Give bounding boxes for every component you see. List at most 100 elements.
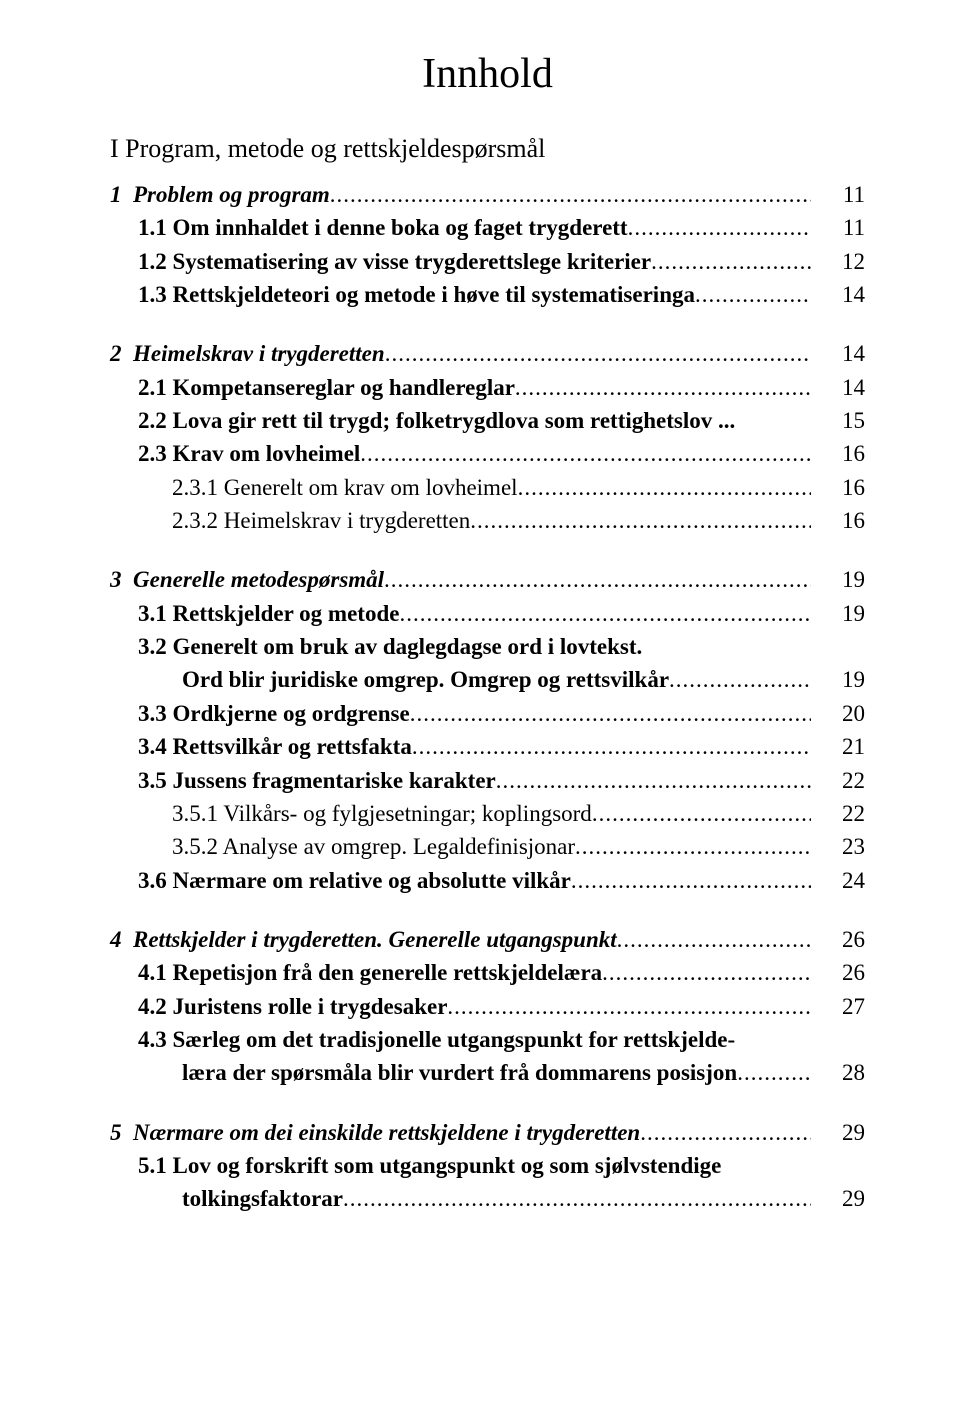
toc-page-number: 27 [811, 990, 865, 1023]
toc-entry: 3.3 Ordkjerne og ordgrense .............… [110, 697, 865, 730]
toc-page-number: 16 [811, 471, 865, 504]
toc-page-number: 22 [811, 797, 865, 830]
toc-entry: tolkingsfaktorar .......................… [110, 1182, 865, 1215]
part-heading: I Program, metode og rettskjeldespørsmål [110, 134, 865, 164]
toc-leaders: ........................................… [496, 764, 811, 797]
toc-leaders: ........................................… [470, 504, 811, 537]
toc-leaders: ........................................… [385, 337, 811, 370]
toc-entry: 2.3 Krav om lovheimel ..................… [110, 437, 865, 470]
toc-page-number: 19 [811, 563, 865, 596]
toc-entry-label: 1.2 Systematisering av visse trygderetts… [138, 245, 651, 278]
toc-entry: 2.2 Lova gir rett til trygd; folketrygdl… [110, 404, 865, 437]
toc-entry-label: tolkingsfaktorar [182, 1182, 343, 1215]
toc-entry-label: 3.1 Rettskjelder og metode [138, 597, 399, 630]
toc-page-number: 15 [811, 404, 865, 437]
toc-entry: 3.5.1 Vilkårs- og fylgjesetningar; kopli… [110, 797, 865, 830]
toc-leaders: ........................................… [571, 864, 811, 897]
toc-entry: 3.5 Jussens fragmentariske karakter ....… [110, 764, 865, 797]
toc-page-number: 14 [811, 371, 865, 404]
toc-leaders: ........................................… [399, 597, 811, 630]
toc-leaders: ........................................… [695, 278, 811, 311]
toc-page-number: 24 [811, 864, 865, 897]
toc-entry: 4.3 Særleg om det tradisjonelle utgangsp… [110, 1023, 865, 1056]
spacer [122, 178, 134, 211]
toc-entry-label: 3.5.2 Analyse av omgrep. Legaldefinisjon… [172, 830, 575, 863]
toc-leaders: ........................................… [384, 563, 811, 596]
toc-entry: 4 Rettskjelder i trygderetten. Generelle… [110, 923, 865, 956]
toc-entry-label: 2.3 Krav om lovheimel [138, 437, 360, 470]
toc-page-number: 23 [811, 830, 865, 863]
toc-leaders: ........................................… [669, 663, 811, 696]
toc-page-number: 19 [811, 597, 865, 630]
toc-page-number: 26 [811, 956, 865, 989]
spacer [122, 1116, 134, 1149]
toc-entry-label: 3.6 Nærmare om relative og absolutte vil… [138, 864, 571, 897]
toc-entry-label: 4.1 Repetisjon frå den generelle rettskj… [138, 956, 602, 989]
toc-chapter-number: 2 [110, 337, 122, 370]
spacer [122, 337, 134, 370]
toc-page-number: 16 [811, 504, 865, 537]
toc-entry-label: Nærmare om dei einskilde rettskjeldene i… [133, 1116, 640, 1149]
toc-page-number: 29 [811, 1182, 865, 1215]
toc-page-number: 28 [811, 1056, 865, 1089]
toc-page-number: 14 [811, 337, 865, 370]
toc-leaders: ........................................… [640, 1116, 811, 1149]
toc-page-number: 14 [811, 278, 865, 311]
toc-leaders: ........................................… [737, 1056, 811, 1089]
toc-entry-label: 3.5 Jussens fragmentariske karakter [138, 764, 496, 797]
toc-leaders: ........................................… [602, 956, 811, 989]
toc-page-number: 12 [811, 245, 865, 278]
toc-leaders: ........................................… [410, 697, 811, 730]
toc-entry: 5.1 Lov og forskrift som utgangspunkt og… [110, 1149, 865, 1182]
toc-entry: 1.3 Rettskjeldeteori og metode i høve ti… [110, 278, 865, 311]
toc-leaders: ........................................… [447, 990, 811, 1023]
toc-entry-label: 2.2 Lova gir rett til trygd; folketrygdl… [138, 404, 735, 437]
toc-entry-label: 3.4 Rettsvilkår og rettsfakta [138, 730, 412, 763]
toc-entry: 2.3.2 Heimelskrav i trygderetten .......… [110, 504, 865, 537]
toc-entry-label: 2.3.2 Heimelskrav i trygderetten [172, 504, 470, 537]
toc-entry-label: 1.3 Rettskjeldeteori og metode i høve ti… [138, 278, 695, 311]
toc-entry: 1.2 Systematisering av visse trygderetts… [110, 245, 865, 278]
toc-chapter-number: 3 [110, 563, 122, 596]
toc-leaders: ........................................… [518, 471, 811, 504]
toc-entry-label: 4.2 Juristens rolle i trygdesaker [138, 990, 447, 1023]
toc-entry: 3.4 Rettsvilkår og rettsfakta ..........… [110, 730, 865, 763]
toc-page-number: 20 [811, 697, 865, 730]
toc-entry-label: 3.2 Generelt om bruk av daglegdagse ord … [138, 630, 642, 663]
toc-page-number: 26 [811, 923, 865, 956]
toc-leaders: ........................................… [592, 797, 811, 830]
toc-entry: 2.1 Kompetansereglar og handlereglar ...… [110, 371, 865, 404]
toc-entry: 2 Heimelskrav i trygderetten ...........… [110, 337, 865, 370]
toc-entry: 4.2 Juristens rolle i trygdesaker ......… [110, 990, 865, 1023]
toc-chapter-number: 4 [110, 923, 122, 956]
toc-leaders: ........................................… [651, 245, 811, 278]
spacer [122, 923, 134, 956]
toc-entry: 1 Problem og program ...................… [110, 178, 865, 211]
toc-page-number: 16 [811, 437, 865, 470]
toc-chapter-number: 1 [110, 178, 122, 211]
toc-entry: 3.2 Generelt om bruk av daglegdagse ord … [110, 630, 865, 663]
toc-entry-label: 5.1 Lov og forskrift som utgangspunkt og… [138, 1149, 721, 1182]
spacer [122, 563, 134, 596]
toc-entry-label: Heimelskrav i trygderetten [133, 337, 385, 370]
toc-entry: 4.1 Repetisjon frå den generelle rettskj… [110, 956, 865, 989]
toc-entry-label: 4.3 Særleg om det tradisjonelle utgangsp… [138, 1023, 735, 1056]
toc-leaders: ........................................… [515, 371, 811, 404]
toc-entry: 5 Nærmare om dei einskilde rettskjeldene… [110, 1116, 865, 1149]
toc-entry-label: 1.1 Om innhaldet i denne boka og faget t… [138, 211, 628, 244]
toc-entry-label: Problem og program [133, 178, 330, 211]
toc-entry: Ord blir juridiske omgrep. Omgrep og ret… [110, 663, 865, 696]
table-of-contents: 1 Problem og program ...................… [110, 178, 865, 1216]
page-container: Innhold I Program, metode og rettskjelde… [0, 0, 960, 1417]
toc-entry: læra der spørsmåla blir vurdert frå domm… [110, 1056, 865, 1089]
toc-leaders: ........................................… [628, 211, 811, 244]
toc-entry-label: Ord blir juridiske omgrep. Omgrep og ret… [182, 663, 669, 696]
toc-leaders: ........................................… [617, 923, 811, 956]
toc-entry: 2.3.1 Generelt om krav om lovheimel ....… [110, 471, 865, 504]
toc-entry: 3.1 Rettskjelder og metode .............… [110, 597, 865, 630]
toc-entry: 3.6 Nærmare om relative og absolutte vil… [110, 864, 865, 897]
page-title: Innhold [110, 50, 865, 98]
toc-page-number: 11 [811, 211, 865, 244]
toc-entry: 1.1 Om innhaldet i denne boka og faget t… [110, 211, 865, 244]
toc-entry: 3 Generelle metodespørsmål .............… [110, 563, 865, 596]
